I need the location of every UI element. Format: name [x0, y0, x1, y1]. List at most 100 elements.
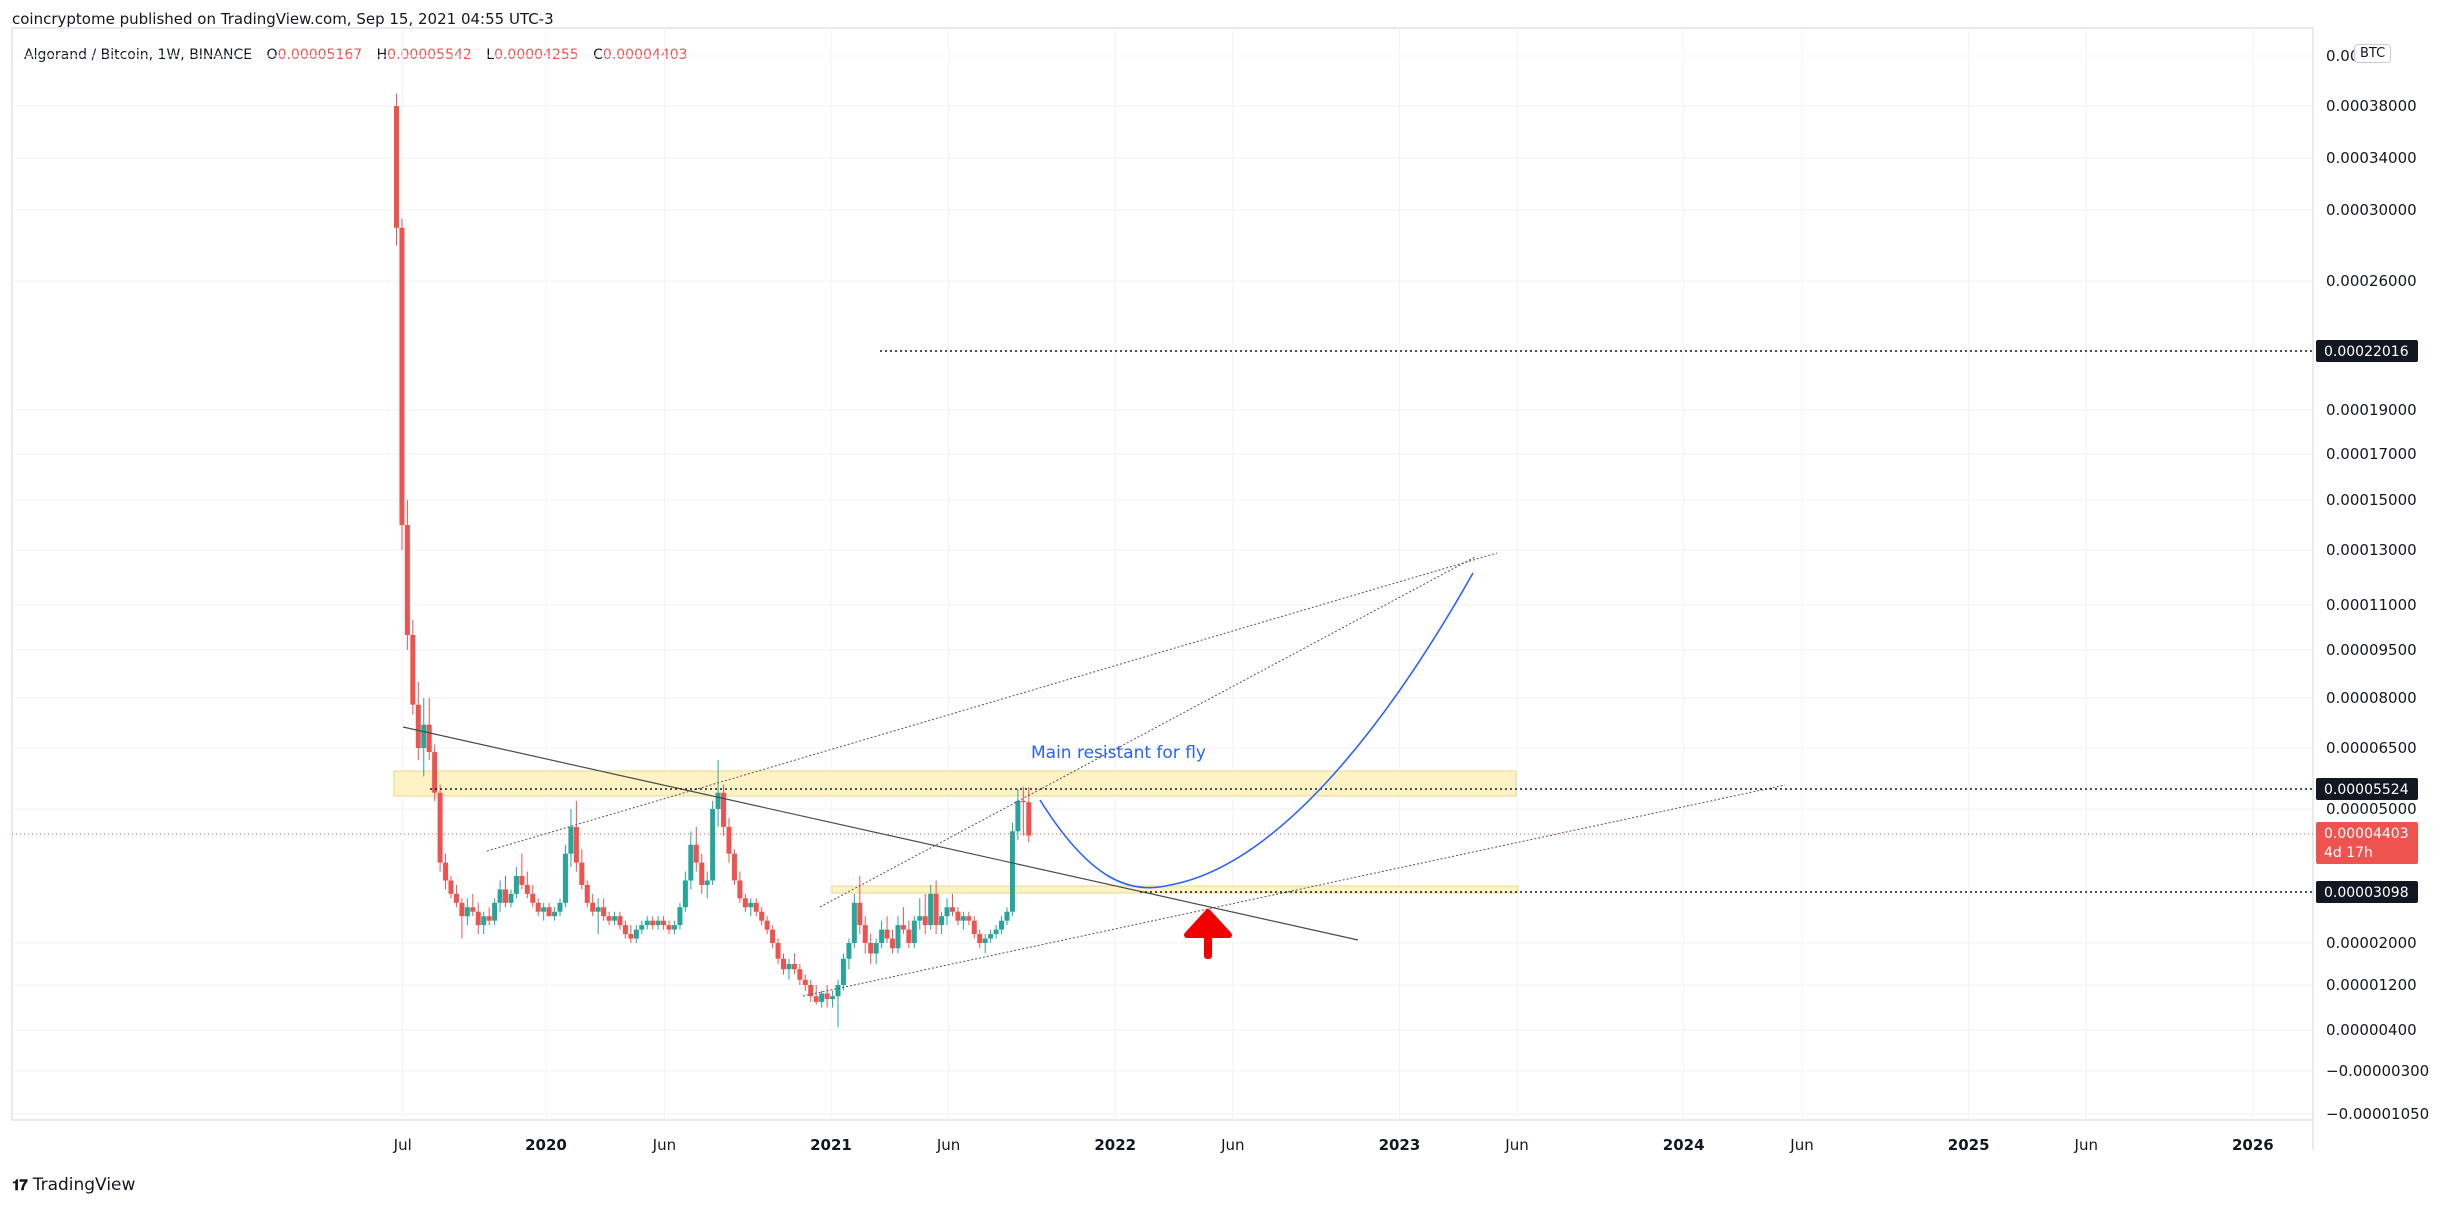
candle: [775, 938, 781, 964]
candle-body: [622, 925, 628, 935]
candle-body: [721, 792, 727, 827]
candle-body: [715, 792, 721, 809]
candle: [606, 911, 612, 926]
candle: [579, 849, 585, 890]
candle: [977, 929, 983, 949]
candle-body: [895, 925, 901, 949]
candle: [633, 925, 639, 943]
candle-body: [960, 916, 966, 921]
price-tick-label: 0.00026000: [2326, 272, 2417, 290]
candle: [879, 920, 885, 949]
candle-body: [1020, 800, 1026, 803]
candle-body: [650, 920, 656, 926]
candle: [481, 911, 487, 935]
candle-body: [464, 907, 470, 917]
candle: [459, 898, 465, 939]
candle-body: [426, 724, 432, 753]
candle-body: [890, 938, 896, 949]
candle: [971, 916, 977, 939]
time-tick-label: Jun: [1789, 1136, 1813, 1154]
candle: [721, 784, 727, 836]
candle: [862, 916, 868, 954]
candle: [448, 876, 454, 899]
price-tick-label: −0.00000300: [2326, 1062, 2429, 1080]
last-price-label: 0.00004403: [2324, 826, 2409, 842]
candle: [524, 871, 530, 899]
rising-trendline: [819, 556, 1476, 908]
candle: [715, 760, 721, 827]
time-tick-label: Jun: [1504, 1136, 1528, 1154]
candle-body: [857, 902, 863, 926]
candle: [873, 938, 879, 964]
level-label: 0.00005524: [2324, 782, 2409, 798]
candle-body: [873, 943, 879, 954]
candle: [759, 907, 765, 926]
candle: [453, 884, 459, 908]
candle-body: [993, 929, 999, 935]
projection-curve: [1039, 572, 1474, 889]
price-tick-label: 0.00000400: [2326, 1021, 2417, 1039]
open-value: 0.00005167: [277, 47, 363, 63]
candle-body: [546, 907, 552, 917]
up-arrow-icon: [1184, 909, 1232, 959]
candle: [830, 990, 836, 1008]
close-label: C: [593, 47, 603, 63]
candle-body: [1026, 802, 1032, 836]
price-tick-label: 0.00005000: [2326, 800, 2417, 818]
candle: [960, 911, 966, 930]
candle-body: [628, 934, 634, 939]
high-label: H: [376, 47, 388, 63]
candle: [753, 898, 759, 917]
candle-body: [770, 929, 776, 943]
candle-body: [399, 227, 405, 525]
candle-body: [666, 925, 672, 930]
candle: [513, 867, 519, 899]
candle-body: [524, 884, 530, 894]
candle: [644, 916, 650, 930]
candle: [944, 898, 950, 926]
candle-body: [928, 893, 934, 926]
candle: [999, 916, 1005, 935]
candle-body: [541, 907, 547, 912]
candle-body: [497, 889, 503, 903]
candle: [475, 902, 481, 935]
candle-body: [562, 853, 568, 903]
price-tick-label: 0.00013000: [2326, 541, 2417, 559]
candle: [786, 958, 792, 980]
candle: [399, 218, 405, 550]
level-label-bg: [2316, 340, 2418, 362]
candle-body: [862, 925, 868, 943]
time-tick-label: Jun: [2074, 1136, 2098, 1154]
candle: [797, 964, 803, 985]
candle-body: [781, 958, 786, 970]
candle: [688, 831, 694, 890]
time-tick-label: Jul: [393, 1136, 412, 1154]
candle: [595, 898, 601, 935]
candle-body: [753, 902, 759, 912]
high-value: 0.00005542: [387, 47, 472, 63]
candle: [1015, 788, 1021, 841]
price-tick-label: 0.00038000: [2326, 97, 2417, 115]
candle-body: [944, 907, 950, 917]
currency-badge[interactable]: BTC: [2354, 44, 2392, 63]
candle: [890, 929, 896, 954]
candle: [939, 911, 945, 935]
price-tick-label: 0.00006500: [2326, 739, 2417, 757]
candle-body: [1015, 800, 1021, 832]
candle: [900, 907, 906, 935]
candle-body: [710, 809, 716, 881]
price-tick-label: 0.00011000: [2326, 596, 2417, 614]
candle-body: [492, 902, 498, 921]
candle: [530, 884, 536, 908]
support-zone: [831, 885, 1519, 894]
candle-body: [1009, 831, 1015, 912]
candle-body: [797, 969, 803, 980]
candle-body: [802, 979, 808, 985]
level-label-bg: [2316, 778, 2418, 800]
candle: [857, 876, 863, 935]
candle: [437, 784, 443, 872]
candle: [464, 898, 470, 926]
candle: [486, 907, 492, 926]
candle-body: [661, 920, 667, 926]
